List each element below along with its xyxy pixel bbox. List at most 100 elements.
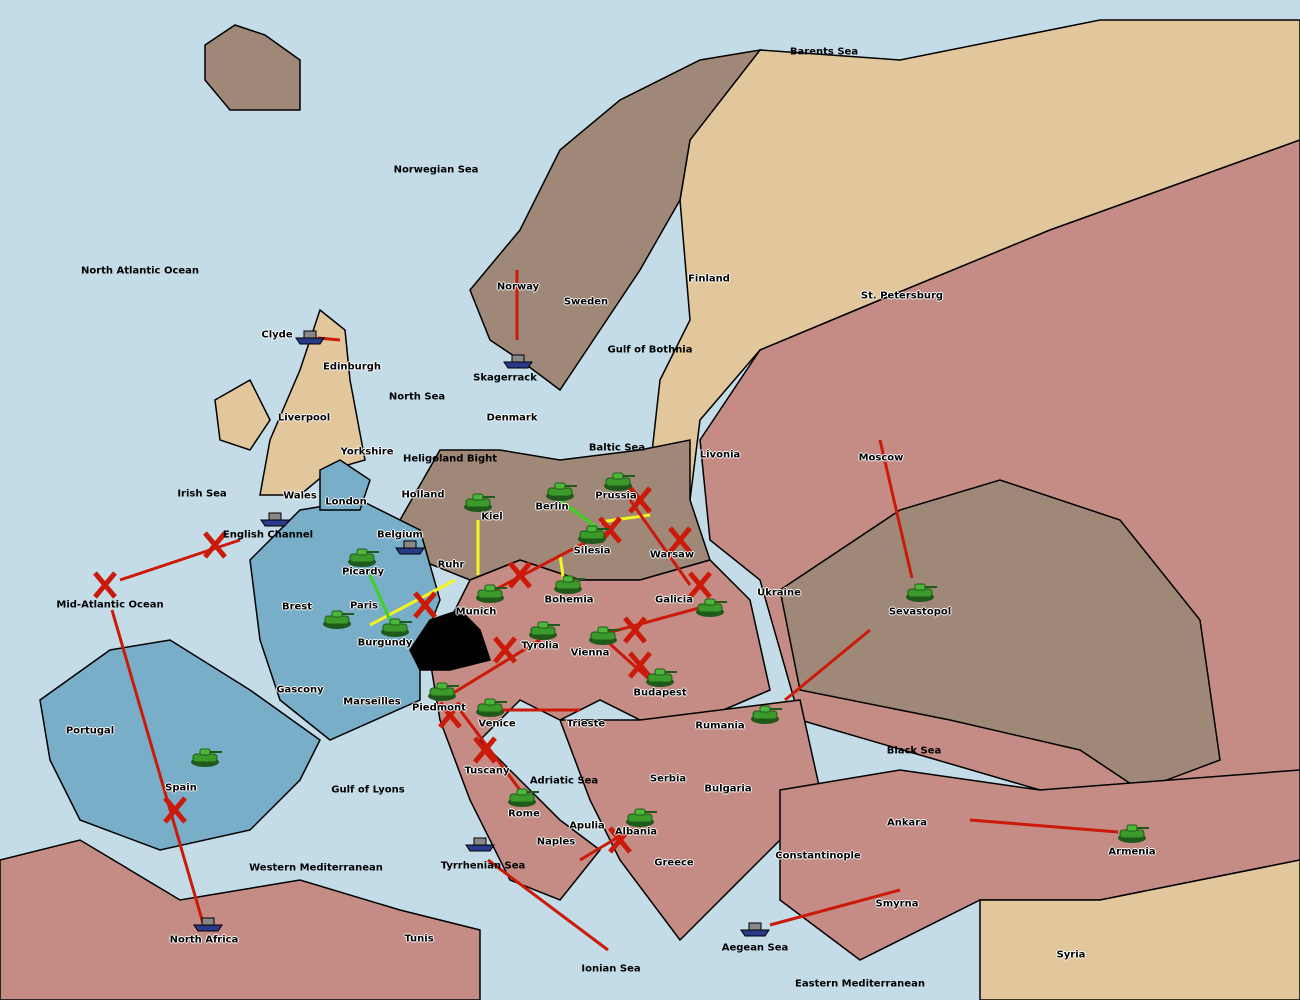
province-label-bulgaria: Bulgaria: [704, 783, 752, 795]
sea-label-ionian-sea: Ionian Sea: [581, 963, 641, 975]
province-label-vienna: Vienna: [570, 647, 610, 659]
region-sevastopol-region[interactable]: [779, 479, 1221, 791]
failed-order-cross-icon: [628, 486, 652, 514]
province-label-naples: Naples: [536, 836, 576, 848]
province-label-tyrolia: Tyrolia: [521, 640, 559, 652]
province-label-ukraine: Ukraine: [757, 587, 801, 599]
army-tank-icon[interactable]: [428, 682, 459, 701]
province-label-rumania: Rumania: [695, 720, 745, 732]
fleet-ship-icon[interactable]: [740, 922, 770, 937]
army-tank-icon[interactable]: [751, 705, 782, 724]
province-label-gascony: Gascony: [276, 684, 324, 696]
order-arrow: [458, 709, 522, 791]
province-label-piedmont: Piedmont: [412, 702, 466, 714]
failed-order-cross-icon: [163, 796, 187, 824]
province-label-prussia: Prussia: [595, 490, 637, 502]
fleet-ship-icon[interactable]: [260, 512, 290, 527]
province-label-denmark: Denmark: [486, 412, 538, 424]
region-switzerland[interactable]: [409, 609, 491, 671]
sea-label-aegean-sea: Aegean Sea: [721, 942, 789, 954]
region-iceland[interactable]: [204, 24, 301, 111]
sea-label-heligoland-bight: Heligoland Bight: [402, 453, 498, 465]
province-label-sweden: Sweden: [563, 296, 609, 308]
sea-label-adriatic-sea: Adriatic Sea: [529, 775, 599, 787]
army-tank-icon[interactable]: [589, 626, 620, 645]
sea-label-mid-atlantic-ocean: Mid-Atlantic Ocean: [56, 599, 164, 611]
province-label-livonia: Livonia: [699, 449, 741, 461]
province-label-finland: Finland: [688, 273, 730, 285]
province-label-serbia: Serbia: [649, 773, 687, 785]
failed-order-cross-icon: [608, 826, 632, 854]
fleet-ship-icon[interactable]: [503, 354, 533, 369]
fleet-ship-icon[interactable]: [295, 330, 325, 345]
failed-order-cross-icon: [493, 636, 517, 664]
army-tank-icon[interactable]: [464, 493, 495, 512]
sea-label-irish-sea: Irish Sea: [177, 488, 227, 500]
army-tank-icon[interactable]: [646, 668, 677, 687]
failed-order-cross-icon: [623, 616, 647, 644]
region-ireland[interactable]: [214, 378, 271, 451]
order-arrow: [878, 439, 914, 579]
province-label-portugal: Portugal: [65, 725, 115, 737]
failed-order-cross-icon: [438, 701, 462, 729]
province-label-brest: Brest: [281, 601, 313, 613]
army-tank-icon[interactable]: [578, 525, 609, 544]
province-label-ruhr: Ruhr: [437, 559, 465, 571]
sea-label-north-atlantic-ocean: North Atlantic Ocean: [80, 265, 200, 277]
army-tank-icon[interactable]: [323, 610, 354, 629]
army-tank-icon[interactable]: [906, 583, 937, 602]
province-label-burgundy: Burgundy: [357, 637, 413, 649]
province-label-budapest: Budapest: [633, 687, 687, 699]
province-label-syria: Syria: [1056, 949, 1086, 961]
army-tank-icon[interactable]: [1118, 824, 1149, 843]
army-tank-icon[interactable]: [696, 598, 727, 617]
province-label-yorkshire: Yorkshire: [340, 446, 394, 458]
sea-label-gulf-of-lyons: Gulf of Lyons: [331, 784, 405, 796]
province-label-galicia: Galicia: [655, 594, 693, 606]
region-syria[interactable]: [979, 859, 1300, 1000]
fleet-ship-icon[interactable]: [465, 837, 495, 852]
army-tank-icon[interactable]: [191, 748, 222, 767]
army-tank-icon[interactable]: [476, 584, 507, 603]
order-arrow: [969, 818, 1119, 834]
sea-label-baltic-sea: Baltic Sea: [588, 442, 646, 454]
region-london[interactable]: [319, 459, 371, 511]
province-label-rome: Rome: [508, 808, 540, 820]
sea-label-skagerrack: Skagerrack: [473, 372, 537, 384]
region-iberia[interactable]: [39, 639, 321, 851]
failed-order-cross-icon: [203, 531, 227, 559]
province-label-venice: Venice: [478, 718, 516, 730]
army-tank-icon[interactable]: [348, 548, 379, 567]
order-arrow: [369, 578, 456, 627]
army-tank-icon[interactable]: [508, 788, 539, 807]
province-label-ankara: Ankara: [887, 817, 927, 829]
failed-order-cross-icon: [93, 571, 117, 599]
sea-label-black-sea: Black Sea: [886, 745, 942, 757]
fleet-ship-icon[interactable]: [395, 540, 425, 555]
failed-order-cross-icon: [628, 651, 652, 679]
army-tank-icon[interactable]: [554, 575, 585, 594]
army-tank-icon[interactable]: [476, 698, 507, 717]
sea-label-western-mediterranean: Western Mediterranean: [249, 862, 383, 874]
army-tank-icon[interactable]: [604, 472, 635, 491]
province-label-silesia: Silesia: [573, 545, 611, 557]
region-balkans[interactable]: [558, 699, 821, 942]
land-regions: [0, 19, 1300, 1000]
army-tank-icon[interactable]: [529, 621, 560, 640]
province-label-berlin: Berlin: [535, 501, 569, 513]
order-arrow: [559, 498, 601, 532]
order-arrow: [784, 628, 871, 702]
army-tank-icon[interactable]: [546, 482, 577, 501]
order-arrow: [628, 499, 692, 586]
units: [191, 330, 1149, 937]
province-label-smyrna: Smyrna: [875, 898, 919, 910]
failed-order-cross-icon: [508, 561, 532, 589]
army-tank-icon[interactable]: [381, 618, 412, 637]
army-tank-icon[interactable]: [626, 808, 657, 827]
sea-label-eastern-mediterranean: Eastern Mediterranean: [795, 978, 925, 990]
fleet-ship-icon[interactable]: [193, 917, 223, 932]
region-austria-italy[interactable]: [429, 559, 771, 901]
province-label-edinburgh: Edinburgh: [322, 361, 382, 373]
region-africa[interactable]: [0, 839, 481, 1000]
